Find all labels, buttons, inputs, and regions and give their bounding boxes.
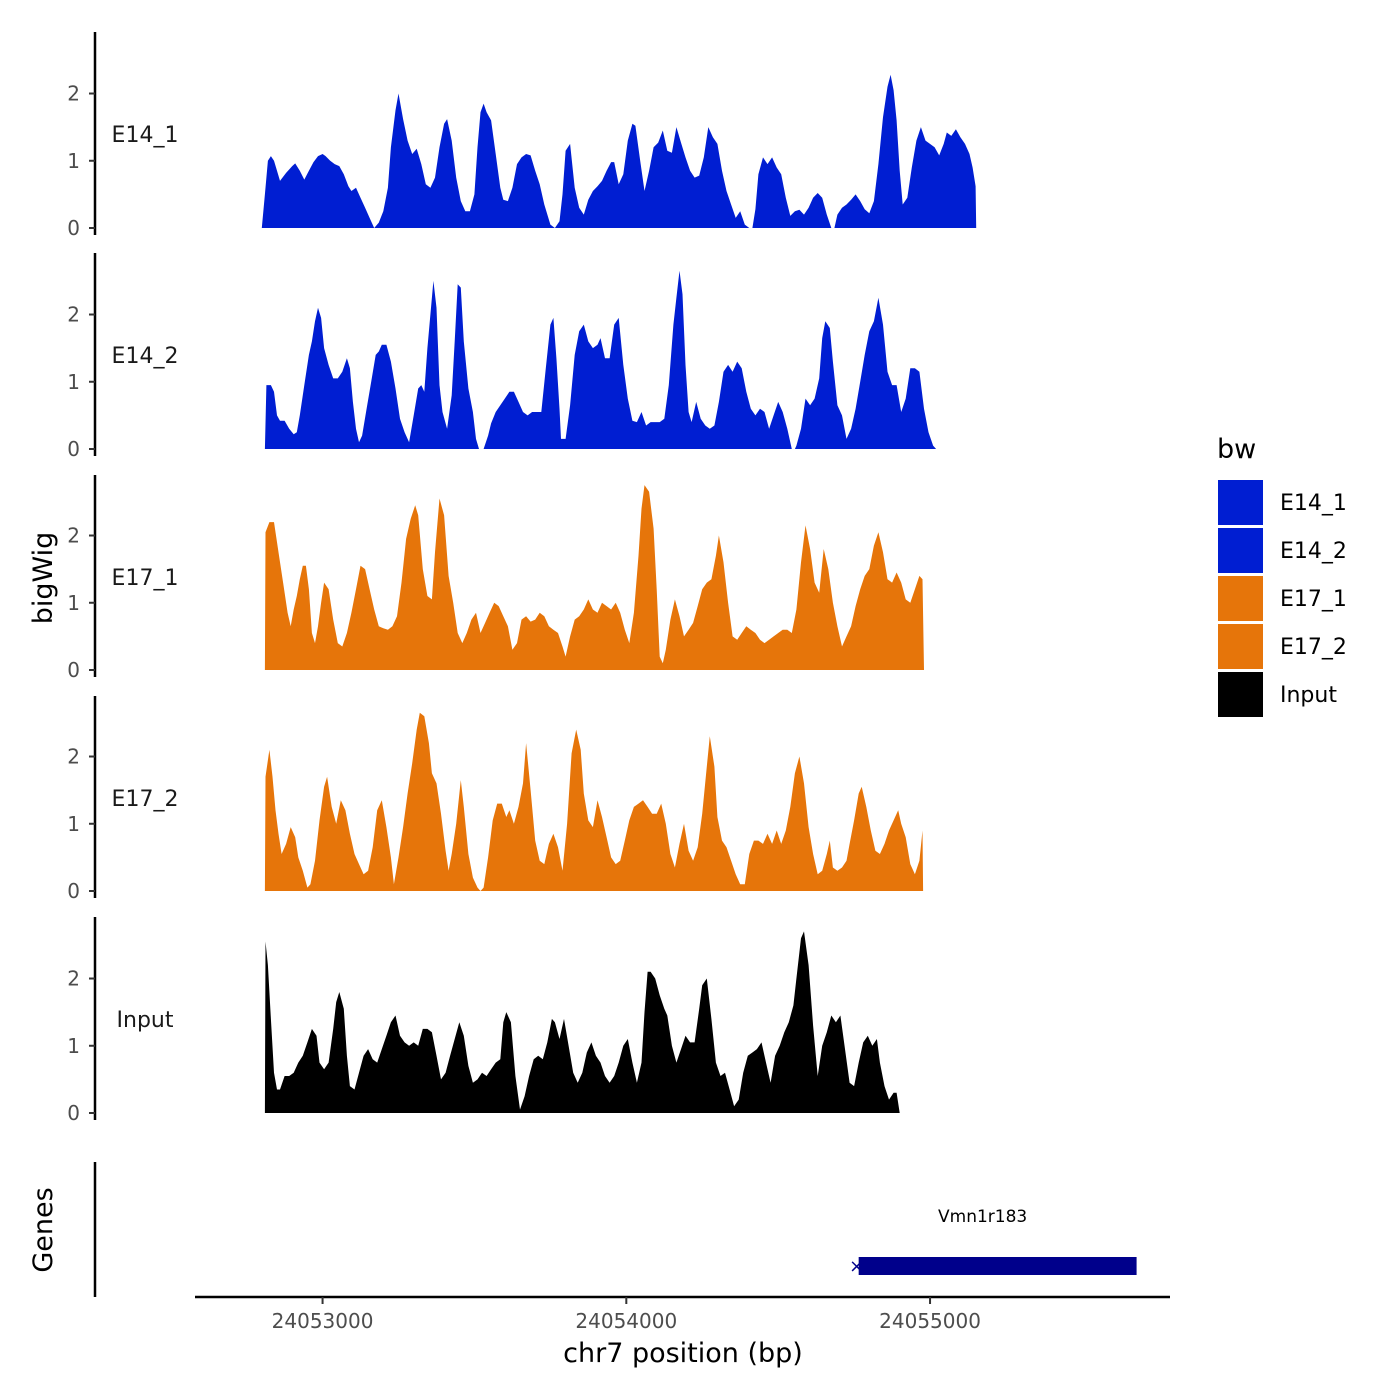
y-tick-label: 0 (67, 216, 80, 240)
y-tick-label: 2 (67, 524, 80, 548)
track-Input: 0 1 2 Input (67, 917, 900, 1125)
legend-label-E17_2: E17_2 (1280, 635, 1347, 660)
y-tick-label: 0 (67, 1101, 80, 1125)
x-tick-label: 24053000 (272, 1309, 374, 1333)
y-tick-label: 1 (67, 1034, 80, 1058)
gene-strand-marker: × (849, 1256, 864, 1277)
gene-body (858, 1257, 1137, 1275)
x-axis: 24053000 24054000 24055000 (195, 1295, 1170, 1333)
legend-title: bw (1217, 434, 1256, 465)
legend-label-E14_2: E14_2 (1280, 539, 1347, 564)
legend-swatch-Input (1218, 672, 1263, 717)
genes-axis-title: Genes (28, 1187, 59, 1272)
track-E17_1: 0 1 2 E17_1 (67, 475, 924, 682)
y-tick-label: 2 (67, 82, 80, 106)
track-label: E14_1 (112, 123, 179, 148)
legend-swatch-E17_2 (1218, 624, 1263, 669)
legend-label-E14_1: E14_1 (1280, 491, 1347, 516)
legend-label-E17_1: E17_1 (1280, 587, 1347, 612)
area-Input (264, 931, 900, 1113)
legend-swatch-E14_2 (1218, 528, 1263, 573)
y-tick-label: 1 (67, 591, 80, 615)
track-E14_1: 0 1 2 E14_1 (67, 32, 977, 240)
legend-swatch-E14_1 (1218, 480, 1263, 525)
legend-label-Input: Input (1280, 683, 1337, 708)
y-tick-label: 1 (67, 812, 80, 836)
area-E17_2 (264, 712, 924, 891)
x-tick-label: 24054000 (575, 1309, 677, 1333)
x-tick-label: 24055000 (879, 1309, 981, 1333)
legend: bw E14_1 E14_2 E17_1 E17_2 Input (1217, 434, 1347, 717)
y-axis-title: bigWig (28, 532, 59, 625)
track-label: E17_1 (112, 566, 179, 591)
track-E14_2: 0 1 2 E14_2 (67, 253, 937, 461)
y-tick-label: 2 (67, 745, 80, 769)
area-E14_1 (261, 74, 977, 228)
track-label: Input (117, 1008, 174, 1033)
track-E17_2: 0 1 2 E17_2 (67, 696, 924, 903)
track-label: E14_2 (112, 344, 179, 369)
gene-label: Vmn1r183 (938, 1207, 1027, 1227)
tracks-layer: 0 1 2 E14_1 0 1 2 E14_2 0 1 2 E17_1 0 1 2 E17_2 0 1 2 Input (67, 32, 977, 1125)
y-tick-label: 1 (67, 149, 80, 173)
y-tick-label: 0 (67, 437, 80, 461)
gene-track: × Vmn1r183 (93, 1162, 1137, 1297)
y-tick-label: 2 (67, 967, 80, 991)
y-tick-label: 1 (67, 370, 80, 394)
x-axis-title: chr7 position (bp) (563, 1338, 803, 1369)
y-tick-label: 2 (67, 303, 80, 327)
y-tick-label: 0 (67, 879, 80, 903)
y-tick-label: 0 (67, 658, 80, 682)
track-label: E17_2 (112, 787, 179, 812)
area-E14_2 (264, 270, 937, 449)
legend-swatch-E17_1 (1218, 576, 1263, 621)
area-E17_1 (264, 485, 924, 670)
